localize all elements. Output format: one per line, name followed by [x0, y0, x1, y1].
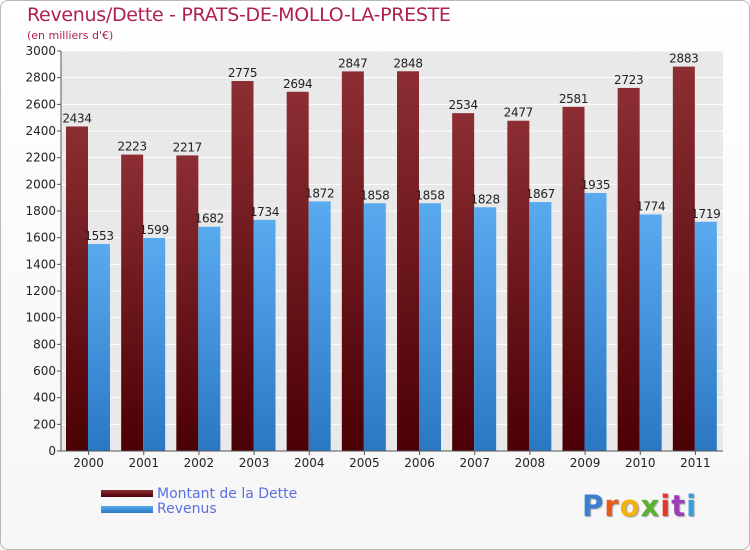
bar-revenus — [88, 243, 110, 451]
bar-dette — [617, 87, 640, 451]
bar-revenus — [419, 203, 441, 451]
x-tick-label: 2007 — [459, 456, 490, 470]
x-tick-label: 2006 — [404, 456, 435, 470]
proxiti-logo: Proxiti — [582, 489, 698, 523]
bar-dette — [121, 154, 144, 451]
y-tick-label: 1000 — [25, 311, 56, 325]
chart-subtitle: (en milliers d'€) — [27, 29, 114, 42]
x-tick-label: 2009 — [570, 456, 601, 470]
x-tick-label: 2008 — [515, 456, 546, 470]
data-label-revenus: 1719 — [691, 207, 720, 221]
data-label-dette: 2217 — [173, 140, 202, 154]
x-tick-label: 2010 — [625, 456, 656, 470]
x-tick-label: 2002 — [184, 456, 215, 470]
y-tick-label: 3000 — [25, 44, 56, 58]
bar-revenus — [363, 203, 386, 451]
bar-revenus — [639, 214, 662, 451]
data-label-dette: 2883 — [669, 52, 698, 66]
bar-dette — [176, 155, 199, 451]
data-label-revenus: 1858 — [415, 188, 444, 202]
chart-title: Revenus/Dette - PRATS-DE-MOLLO-LA-PRESTE — [27, 4, 451, 26]
x-tick-label: 2005 — [349, 456, 380, 470]
bar-dette — [231, 81, 254, 451]
bar-dette — [672, 66, 695, 451]
data-label-revenus: 1828 — [470, 192, 499, 206]
data-label-revenus: 1867 — [526, 187, 555, 201]
y-tick-label: 400 — [33, 391, 56, 405]
data-label-dette: 2223 — [117, 140, 146, 154]
x-tick-label: 2003 — [239, 456, 270, 470]
data-label-dette: 2848 — [393, 56, 422, 70]
y-tick-label: 2400 — [25, 124, 56, 138]
y-tick-label: 800 — [33, 337, 56, 351]
x-tick-label: 2011 — [680, 456, 711, 470]
data-label-revenus: 1599 — [139, 223, 168, 237]
data-label-revenus: 1734 — [250, 205, 279, 219]
y-tick-label: 600 — [33, 364, 56, 378]
y-tick-label: 2800 — [25, 71, 56, 85]
data-label-dette: 2434 — [62, 111, 91, 125]
bar-revenus — [529, 202, 552, 451]
bar-revenus — [308, 201, 331, 451]
bar-dette — [562, 106, 585, 451]
data-label-revenus: 1872 — [305, 186, 334, 200]
legend-swatch-revenus — [101, 506, 153, 513]
data-label-revenus: 1553 — [84, 229, 113, 243]
data-label-revenus: 1682 — [195, 212, 224, 226]
legend-swatch-dette — [101, 490, 153, 497]
y-tick-label: 2600 — [25, 97, 56, 111]
y-tick-label: 1800 — [25, 204, 56, 218]
y-tick-label: 1400 — [25, 257, 56, 271]
data-label-dette: 2477 — [504, 106, 533, 120]
bar-revenus — [584, 193, 607, 451]
y-tick-label: 200 — [33, 417, 56, 431]
legend-label-revenus: Revenus — [157, 501, 217, 517]
bar-dette — [66, 126, 88, 451]
x-tick-label: 2004 — [294, 456, 325, 470]
bar-dette — [286, 91, 309, 452]
data-label-dette: 2694 — [283, 77, 312, 91]
data-label-revenus: 1774 — [636, 199, 665, 213]
data-label-dette: 2534 — [448, 98, 477, 112]
plot-area — [61, 51, 723, 451]
bar-revenus — [198, 226, 221, 451]
data-label-dette: 2847 — [338, 56, 367, 70]
data-label-revenus: 1935 — [581, 178, 610, 192]
bar-dette — [397, 71, 419, 452]
x-tick-label: 2001 — [128, 456, 159, 470]
bar-revenus — [253, 219, 276, 451]
y-tick-label: 2200 — [25, 151, 56, 165]
bar-revenus — [694, 221, 717, 451]
bar-dette — [341, 71, 364, 452]
data-label-dette: 2723 — [614, 73, 643, 87]
y-tick-label: 2000 — [25, 177, 56, 191]
legend-label-dette: Montant de la Dette — [157, 486, 298, 502]
bar-dette — [452, 113, 475, 451]
x-tick-label: 2000 — [73, 456, 104, 470]
bar-dette — [507, 120, 530, 451]
y-tick-label: 1200 — [25, 284, 56, 298]
y-tick-label: 0 — [48, 444, 56, 458]
y-tick-label: 1600 — [25, 231, 56, 245]
data-label-dette: 2775 — [228, 66, 257, 80]
bar-revenus — [474, 207, 497, 451]
data-label-dette: 2581 — [559, 92, 588, 106]
bar-revenus — [143, 237, 166, 451]
data-label-revenus: 1858 — [360, 188, 389, 202]
